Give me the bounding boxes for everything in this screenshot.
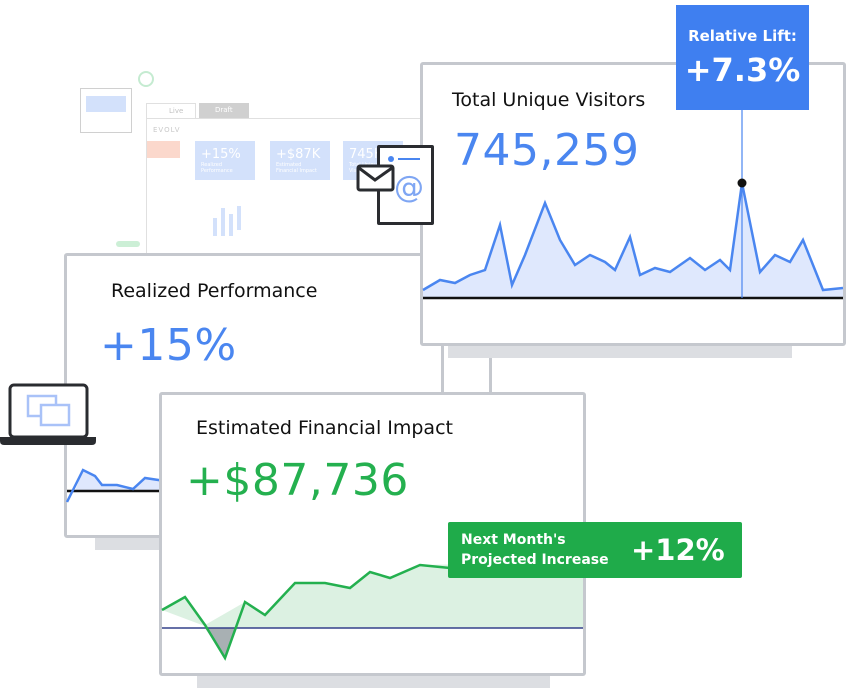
financial-value: +$87,736 (186, 455, 409, 506)
tab-live[interactable]: Live (146, 103, 196, 119)
connector-line (489, 345, 492, 393)
card-title: Estimated Financial Impact (196, 417, 453, 439)
mini-bar-chart (213, 206, 241, 236)
realized-value: +15% (100, 320, 237, 371)
brand-logo: EVOLV (153, 126, 181, 134)
projection-value: +12% (631, 533, 725, 567)
card-title: Total Unique Visitors (452, 89, 646, 111)
projection-label-2: Projected Increase (461, 552, 609, 568)
tile-realized: +15% Realized Performance (195, 141, 255, 180)
projected-increase-badge: Next Month's Projected Increase +12% (448, 522, 742, 578)
tab-draft[interactable]: Draft (199, 103, 249, 119)
peak-marker (737, 178, 747, 188)
lift-label: Relative Lift: (688, 27, 797, 45)
webpage-thumbnail (80, 88, 132, 133)
status-pill (116, 241, 140, 247)
lift-value: +7.3% (684, 51, 801, 89)
thumbs-up-icon (138, 71, 154, 87)
laptop-icon (0, 383, 96, 445)
card-title: Realized Performance (111, 280, 318, 302)
envelope-icon (356, 164, 395, 192)
tile-financial: +$87K Estimated Financial Impact (270, 141, 330, 180)
relative-lift-callout: Relative Lift: +7.3% (676, 5, 809, 110)
realized-card-shadow (95, 535, 175, 550)
financial-card-shadow (197, 674, 550, 688)
visitors-card-shadow (448, 344, 792, 358)
projection-label-1: Next Month's (461, 532, 566, 548)
visitors-value: 745,259 (454, 125, 640, 176)
sidebar-active-item[interactable] (147, 141, 180, 158)
